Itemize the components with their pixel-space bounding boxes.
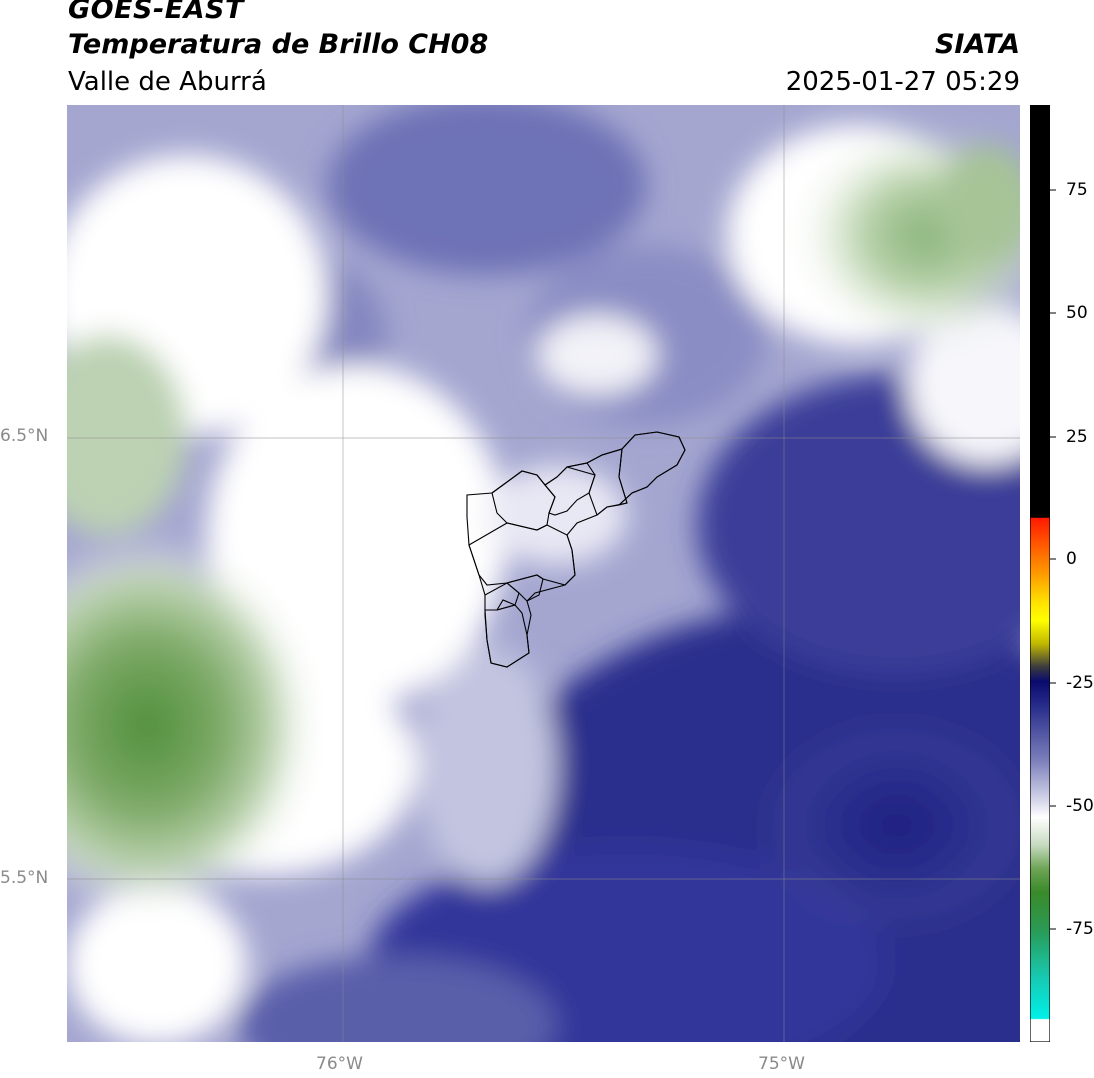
- colorbar-tick-minus-75: -75: [1066, 919, 1094, 939]
- colorbar-tick-minus-25: -25: [1066, 673, 1094, 693]
- colorbar-tick-minus-50: -50: [1066, 796, 1094, 816]
- brightness-temperature-map[interactable]: [67, 105, 1020, 1042]
- region-subtitle: Valle de Aburrá: [68, 67, 267, 97]
- colorbar-tick-50: 50: [1066, 303, 1088, 323]
- lat-label-5-5n: 5.5°N: [0, 868, 49, 888]
- product-title: Temperatura de Brillo CH08: [68, 29, 489, 60]
- satellite-title: GOES-EAST: [68, 0, 244, 25]
- colorbar-tick-0: 0: [1066, 549, 1077, 569]
- timestamp-label: 2025-01-27 05:29: [785, 67, 1020, 97]
- lon-label-75w: 75°W: [758, 1054, 805, 1074]
- valle-de-aburra-boundaries: [466, 431, 686, 668]
- temperature-colorbar: [1030, 105, 1050, 1042]
- colorbar-tick-75: 75: [1066, 180, 1088, 200]
- lat-label-6-5n: 6.5°N: [0, 426, 49, 446]
- agency-label: SIATA: [934, 29, 1020, 60]
- colorbar-tick-marks: [1050, 189, 1056, 930]
- colorbar-tick-25: 25: [1066, 427, 1088, 447]
- lon-label-76w: 76°W: [316, 1054, 363, 1074]
